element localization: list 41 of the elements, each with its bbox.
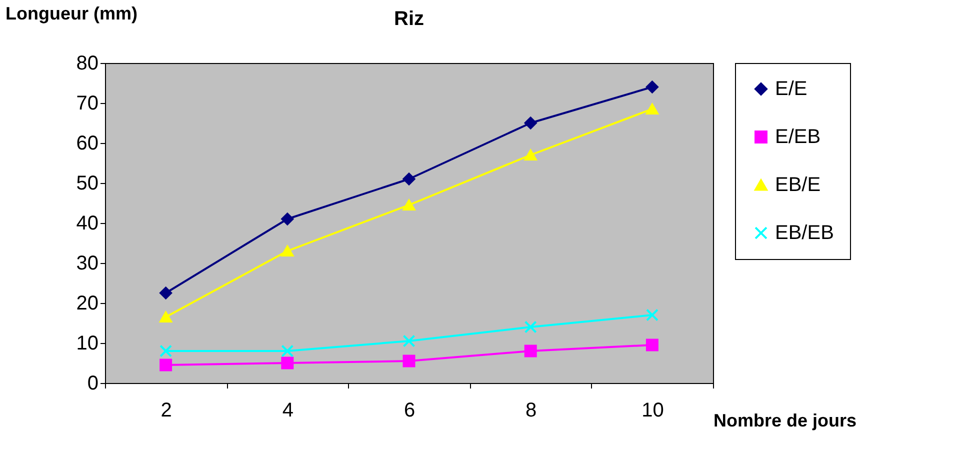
x-tick-label: 2 [160, 400, 172, 422]
point [402, 172, 416, 186]
point [524, 116, 537, 130]
y-tick-label: 70 [76, 92, 98, 114]
point [402, 354, 416, 368]
x-tick-label: 4 [282, 400, 294, 422]
x-axis-title: Nombre de jours [714, 410, 857, 430]
y-tick-label: 40 [76, 212, 98, 234]
chart-title: Riz [394, 8, 424, 30]
point [160, 286, 172, 300]
point [646, 80, 658, 94]
y-axis-title: Longueur (mm) [6, 4, 138, 24]
point [281, 245, 294, 257]
x-tick-label: 6 [404, 400, 416, 422]
legend-label: EB/EB [775, 222, 834, 244]
legend-label: E/EB [775, 126, 821, 148]
point [160, 344, 172, 358]
point [524, 149, 537, 161]
y-tick-label: 60 [76, 132, 98, 154]
point [160, 311, 172, 323]
point [281, 212, 294, 226]
y-tick-label: 30 [76, 252, 98, 274]
point [281, 356, 294, 370]
y-tick-label: 10 [76, 332, 98, 354]
y-tick-label: 0 [87, 372, 98, 394]
point [281, 344, 294, 358]
x-tick-label: 10 [642, 400, 664, 422]
point [524, 320, 537, 334]
y-tick-label: 20 [76, 292, 98, 314]
y-tick-label: 50 [76, 172, 98, 194]
point [646, 308, 658, 322]
point [646, 103, 658, 115]
legend-label: EB/E [775, 174, 821, 196]
x-tick-label: 8 [526, 400, 537, 422]
point [524, 344, 537, 358]
legend-label: E/E [775, 78, 808, 100]
point [402, 334, 416, 348]
point [646, 338, 658, 352]
point [402, 199, 416, 211]
point [160, 358, 172, 372]
y-tick-label: 80 [76, 52, 98, 74]
